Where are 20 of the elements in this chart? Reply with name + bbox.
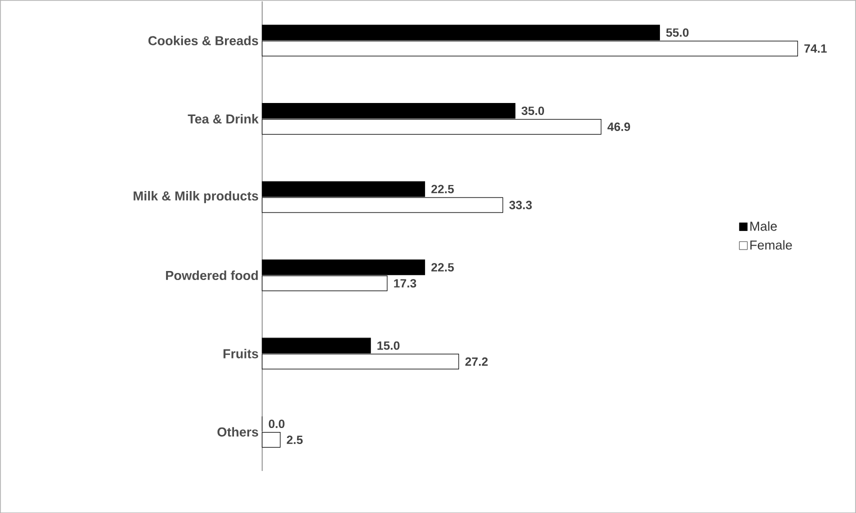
data-label: 46.9 [607, 122, 630, 131]
data-label: 33.3 [509, 200, 532, 210]
data-label: 55.0 [666, 28, 689, 37]
y-tick-label: Tea & Drink [188, 114, 259, 124]
data-label: 22.5 [431, 184, 454, 194]
legend-label: Female [750, 240, 792, 250]
data-label: 27.2 [465, 357, 488, 366]
data-label: 2.5 [286, 435, 303, 444]
data-label: 22.5 [431, 262, 454, 272]
legend-label: Male [750, 221, 777, 231]
y-tick-label: Cookies & Breads [148, 36, 258, 46]
y-tick-label: Powdered food [166, 270, 258, 280]
data-label: 15.0 [377, 341, 400, 350]
data-label: 0.0 [268, 419, 284, 428]
y-tick-label: Milk & Milk products [134, 190, 258, 203]
y-tick-label: Others [217, 426, 258, 436]
data-label: 17.3 [394, 278, 416, 288]
y-tick-label: Fruits [224, 348, 258, 358]
data-label: 35.0 [522, 106, 544, 115]
data-label: 74.1 [804, 44, 827, 52]
